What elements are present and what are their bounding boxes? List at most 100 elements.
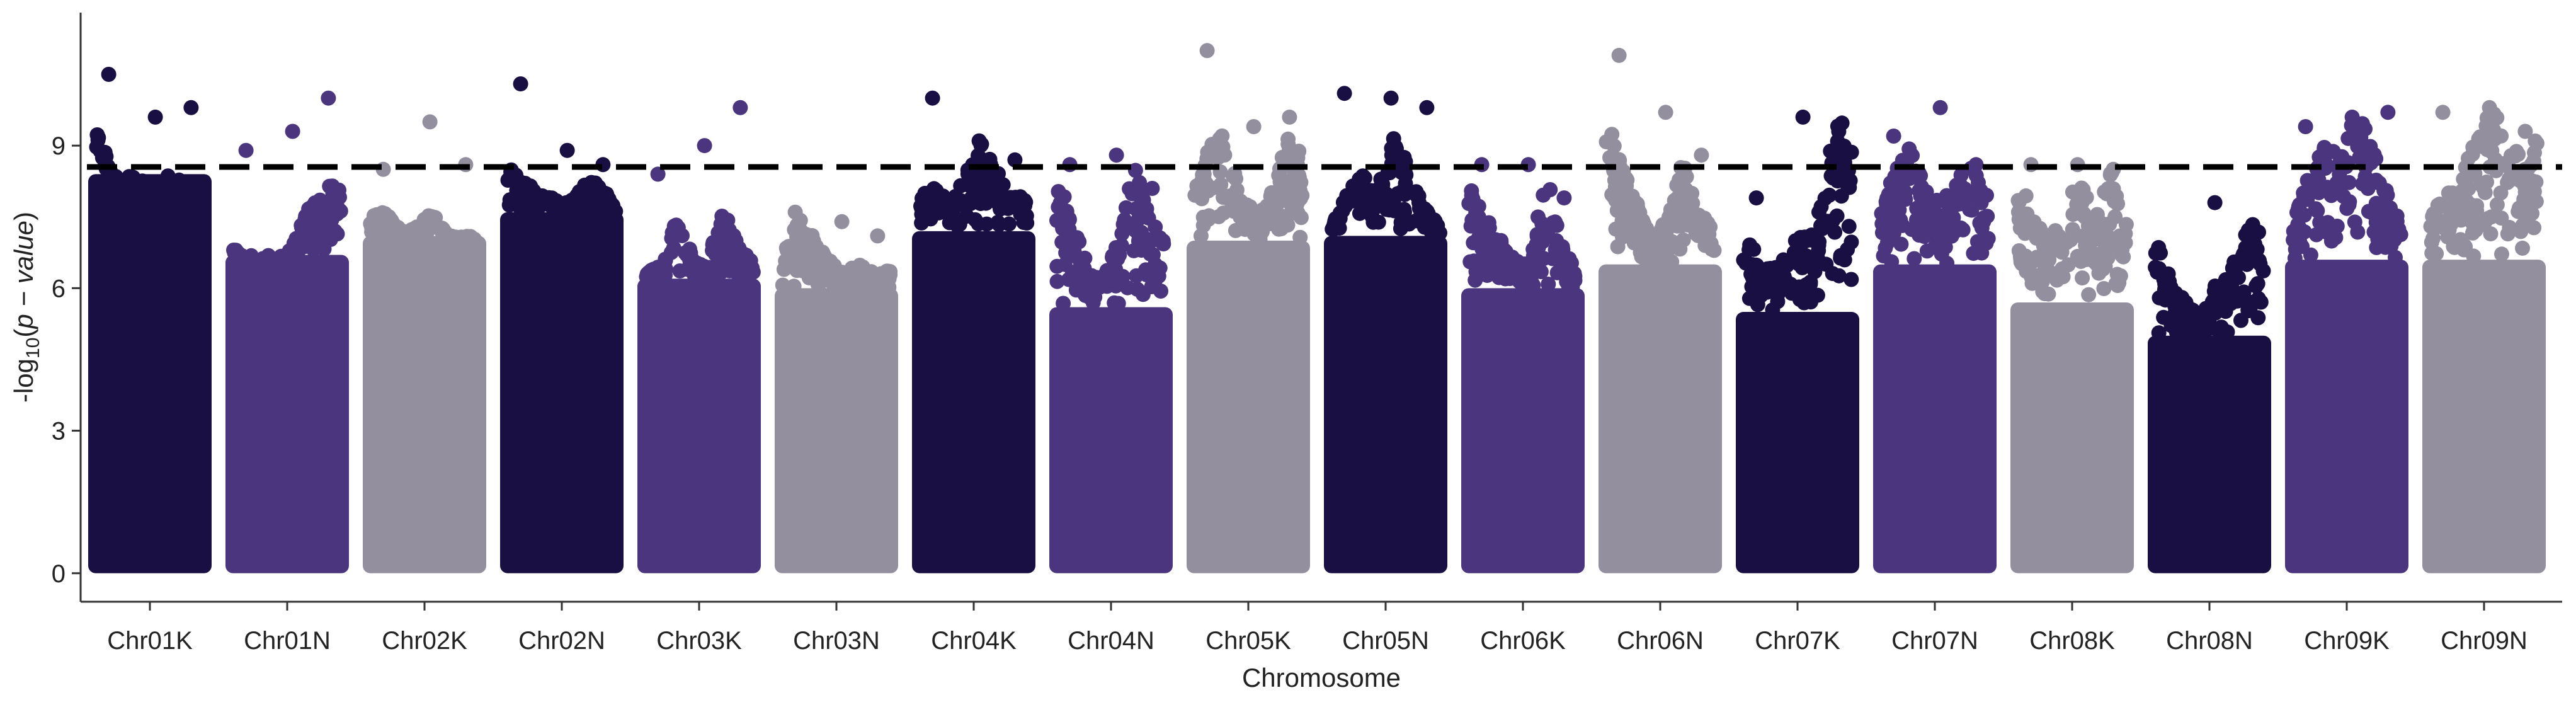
snp-point (321, 196, 337, 212)
snp-peak-point (1831, 123, 1847, 139)
snp-peak-point (650, 166, 666, 182)
snp-peak-point (1611, 47, 1627, 63)
snp-point (1834, 140, 1849, 156)
snp-point (1408, 184, 1423, 200)
snp-point (1765, 302, 1781, 318)
snp-point (2483, 209, 2499, 225)
snp-point (1833, 250, 1849, 266)
snp-peak-point (1658, 105, 1673, 120)
snp-peak-point (2344, 109, 2360, 125)
snp-peak-point (1886, 129, 1901, 144)
y-tick-label: 9 (52, 132, 66, 160)
snp-point (2317, 140, 2332, 155)
snp-point (2425, 209, 2441, 224)
snp-point (1541, 277, 1556, 292)
snp-point (2233, 313, 2248, 328)
snp-point (1213, 176, 1229, 192)
snp-peak-point (2243, 223, 2259, 239)
snp-density-band (88, 174, 212, 573)
snp-point (2090, 231, 2106, 247)
snp-point (1756, 272, 1772, 288)
snp-point (1786, 244, 1802, 260)
snp-density-band (1599, 264, 1722, 573)
snp-peak-point (1246, 119, 1262, 134)
snp-peak-point (513, 76, 528, 92)
snp-point (2252, 253, 2267, 268)
snp-point (150, 177, 166, 192)
snp-point (1001, 216, 1017, 232)
snp-point (91, 130, 106, 146)
snp-density-band (2285, 260, 2408, 573)
snp-point (2440, 229, 2456, 245)
snp-point (2465, 139, 2481, 155)
snp-point (1915, 184, 1931, 200)
snp-point (1901, 141, 1917, 157)
y-tick-label: 0 (52, 560, 66, 588)
snp-point (2444, 185, 2460, 201)
y-axis-title-variable: p − value (9, 221, 38, 330)
snp-point (517, 176, 533, 191)
snp-point (714, 209, 730, 224)
snp-point (1274, 149, 1290, 165)
snp-peak-point (1932, 100, 1948, 115)
snp-point (2469, 198, 2485, 214)
chromosome-group-chr03k (637, 100, 761, 573)
snp-point (1974, 220, 1990, 236)
snp-point (2440, 212, 2456, 227)
chromosome-group-chr02n (500, 76, 624, 573)
snp-point (651, 260, 667, 275)
snp-point (1351, 175, 1367, 191)
snp-point (1658, 224, 1674, 239)
snp-point (178, 215, 193, 230)
x-tick-label: Chr05N (1342, 627, 1429, 655)
snp-point (500, 173, 516, 188)
y-axis-title-subscript: 10 (23, 338, 43, 359)
x-tick-label: Chr09N (2441, 627, 2528, 655)
snp-point (1533, 264, 1549, 280)
snp-point (2112, 268, 2128, 284)
chromosome-group-chr09n (2422, 100, 2546, 573)
snp-point (1114, 226, 1130, 241)
snp-point (1922, 215, 1938, 231)
snp-point (1626, 235, 1642, 251)
chromosome-group-chr08n (2148, 195, 2271, 573)
snp-point (2369, 239, 2385, 255)
snp-peak-point (238, 142, 254, 158)
snp-point (1650, 241, 1666, 257)
x-axis-title: Chromosome (1242, 663, 1401, 692)
snp-point (778, 253, 794, 269)
snp-point (1939, 188, 1954, 204)
snp-point (2075, 270, 2090, 286)
snp-density-band (1049, 307, 1173, 573)
snp-point (915, 195, 930, 210)
snp-peak-point (1383, 90, 1399, 106)
x-tick-label: Chr04K (931, 627, 1017, 655)
snp-point (131, 227, 147, 243)
snp-point (1019, 215, 1035, 231)
snp-point (678, 245, 693, 261)
snp-point (2303, 247, 2318, 263)
snp-peak-point (147, 109, 163, 125)
snp-point (1474, 241, 1490, 256)
snp-point (1841, 219, 1857, 234)
snp-point (1876, 248, 1891, 263)
snp-peak-point (1968, 157, 1984, 173)
snp-point (2100, 250, 2116, 266)
snp-point (1891, 190, 1906, 206)
snp-point (874, 266, 889, 282)
snp-peak-point (2380, 105, 2396, 120)
snp-point (1148, 256, 1163, 272)
snp-point (2287, 250, 2303, 266)
snp-point (1481, 220, 1497, 236)
snp-point (2231, 270, 2246, 285)
snp-point (1398, 176, 1413, 192)
snp-point (1131, 211, 1146, 227)
snp-point (1370, 181, 1386, 197)
snp-point (1741, 290, 1757, 306)
snp-point (1134, 243, 1149, 258)
snp-peak-point (697, 138, 712, 154)
snp-point (1919, 243, 1935, 259)
snp-point (1920, 200, 1936, 215)
snp-point (2515, 240, 2530, 256)
snp-point (1117, 212, 1132, 227)
